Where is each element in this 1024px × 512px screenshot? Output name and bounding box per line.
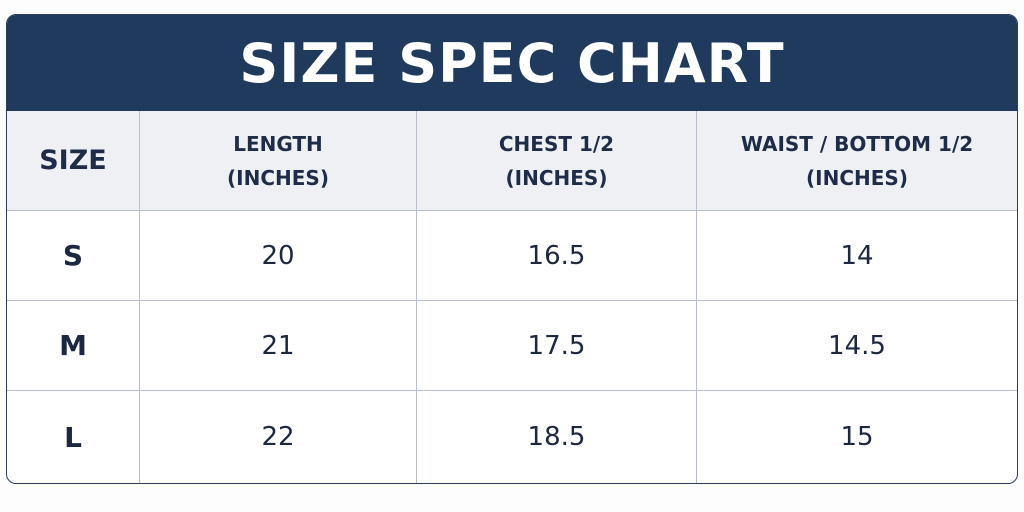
- size-label: M: [7, 301, 140, 391]
- measurement-value: 15: [840, 422, 874, 452]
- measurement: 20: [140, 211, 417, 301]
- column-header: CHEST 1/2 (INCHES): [417, 111, 697, 211]
- column-header-text: LENGTH: [233, 131, 323, 156]
- measurement: 15: [697, 391, 1017, 483]
- size-chart-card: SIZE SPEC CHART SIZE LENGTH (INCHES) CHEST …: [6, 14, 1018, 484]
- measurement-value: 14.5: [828, 330, 886, 361]
- column-header-text: WAIST / BOTTOM 1/2: [740, 131, 974, 156]
- measurement: 17.5: [417, 301, 697, 391]
- measurement-value: 18.5: [527, 422, 586, 452]
- title: SIZE SPEC CHART: [239, 31, 785, 95]
- title-bar: SIZE SPEC CHART: [7, 15, 1017, 111]
- measurement: 22: [140, 391, 417, 483]
- measurement-value: 22: [261, 422, 295, 452]
- measurement-value: 20: [261, 240, 295, 271]
- column-header: WAIST / BOTTOM 1/2 (INCHES): [697, 111, 1017, 211]
- column-header-text: (INCHES): [505, 165, 608, 190]
- measurement-value: 14: [840, 240, 874, 271]
- size-text: M: [59, 329, 87, 362]
- column-header: LENGTH (INCHES): [140, 111, 417, 211]
- measurement: 18.5: [417, 391, 697, 483]
- column-header-text: (INCHES): [806, 165, 908, 190]
- measurement: 21: [140, 301, 417, 391]
- column-header-text: (INCHES): [227, 165, 329, 190]
- column-header-text: CHEST 1/2: [498, 131, 615, 156]
- column-header: SIZE: [7, 111, 140, 211]
- size-label: S: [7, 211, 140, 301]
- measurement-value: 17.5: [527, 330, 586, 361]
- measurement: 16.5: [417, 211, 697, 301]
- size-text: S: [62, 239, 84, 272]
- size-text: L: [64, 420, 82, 454]
- measurement: 14: [697, 211, 1017, 301]
- size-label: L: [7, 391, 140, 483]
- measurement: 14.5: [697, 301, 1017, 391]
- measurement-value: 16.5: [527, 240, 586, 271]
- measurement-value: 21: [261, 330, 295, 361]
- column-header-text: SIZE: [39, 144, 107, 176]
